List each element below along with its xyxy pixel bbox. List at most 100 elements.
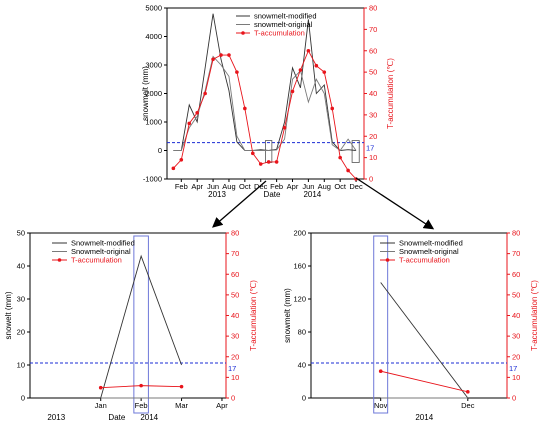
y-tick-label: 2000 bbox=[145, 89, 162, 98]
x-axis-title: Date bbox=[108, 413, 125, 422]
series-point bbox=[235, 70, 239, 74]
threshold-label: 17 bbox=[509, 364, 517, 373]
highlight-box bbox=[265, 140, 273, 163]
y2-tick-label: 40 bbox=[231, 311, 239, 320]
series-point bbox=[282, 125, 287, 130]
y-tick-label: 3000 bbox=[145, 61, 162, 70]
y2-tick-label: 0 bbox=[231, 394, 235, 403]
series-point bbox=[98, 385, 103, 390]
year-label: 2014 bbox=[303, 190, 321, 199]
series-point bbox=[195, 110, 199, 115]
y2-tick-label: 60 bbox=[369, 46, 377, 55]
connector-arrow-left bbox=[212, 180, 267, 228]
series-point bbox=[322, 70, 327, 74]
series-point bbox=[274, 160, 279, 164]
y2-tick-label: 20 bbox=[231, 352, 239, 361]
y2-tick-label: 60 bbox=[512, 270, 520, 279]
series-point bbox=[227, 53, 231, 57]
y-tick-label: 50 bbox=[17, 229, 25, 238]
x-tick-label: Mar bbox=[175, 401, 188, 410]
y-tick-label: 10 bbox=[17, 361, 25, 370]
series-point bbox=[306, 48, 311, 53]
x-tick-label: Feb bbox=[175, 182, 188, 191]
series-point bbox=[219, 53, 223, 57]
legend-label: Snowmelt-original bbox=[399, 247, 459, 256]
x-tick-label: Dec bbox=[349, 182, 363, 191]
threshold-label: 17 bbox=[228, 364, 236, 373]
legend-label: Snowmelt-modified bbox=[71, 239, 135, 248]
y2-tick-label: 70 bbox=[369, 25, 377, 34]
y2-tick-label: 20 bbox=[512, 352, 520, 361]
series-point bbox=[187, 121, 192, 126]
x-tick-label: Dec bbox=[461, 401, 475, 410]
x-tick-label: Aug bbox=[318, 182, 331, 191]
x-tick-label: Nov bbox=[374, 401, 388, 410]
y2-tick-label: 0 bbox=[512, 394, 516, 403]
series-point bbox=[258, 162, 263, 166]
x-tick-label: Jan bbox=[95, 401, 107, 410]
y2-tick-label: 50 bbox=[369, 68, 377, 77]
series-line-2 bbox=[173, 49, 357, 180]
year-label: 2013 bbox=[208, 190, 226, 199]
y-tick-label: 40 bbox=[17, 262, 25, 271]
y-tick-label: 30 bbox=[17, 295, 25, 304]
y2-tick-label: 40 bbox=[369, 89, 377, 98]
x-tick-label: Apr bbox=[191, 182, 203, 191]
y-tick-label: 1000 bbox=[145, 118, 162, 127]
series-point bbox=[314, 63, 319, 68]
series-line-1 bbox=[173, 55, 357, 152]
series-point bbox=[346, 168, 350, 173]
y2-tick-label: 70 bbox=[231, 249, 239, 258]
y-tick-label: -1000 bbox=[143, 175, 162, 184]
threshold-label: 17 bbox=[366, 144, 374, 153]
highlight-box bbox=[351, 140, 360, 163]
connector-arrow-right bbox=[355, 177, 435, 230]
y2-tick-label: 80 bbox=[369, 4, 377, 13]
x-tick-label: Apr bbox=[287, 182, 299, 191]
y-tick-label: 160 bbox=[293, 262, 306, 271]
y2-tick-label: 40 bbox=[512, 311, 520, 320]
zoom-connectors bbox=[212, 177, 435, 230]
y-tick-label: 20 bbox=[17, 328, 25, 337]
legend-label: Snowmelt-original bbox=[71, 247, 131, 256]
y2-tick-label: 30 bbox=[369, 110, 377, 119]
legend-marker bbox=[385, 258, 390, 262]
y2-tick-label: 70 bbox=[512, 249, 520, 258]
year-label: 2013 bbox=[47, 413, 65, 422]
top-chart: -1000 0 1000 2000 3000 4000 5000 0 10 20 30 40 50 60 7… bbox=[141, 4, 395, 200]
year-label: 2014 bbox=[140, 413, 158, 422]
x-tick-label: Apr bbox=[216, 401, 228, 410]
y2-tick-label: 30 bbox=[512, 332, 520, 341]
x-tick-label: Oct bbox=[239, 182, 252, 191]
y2-axis-title: T-accumulation (℃) bbox=[386, 58, 395, 129]
x-tick-label: Dec bbox=[254, 182, 268, 191]
series-point bbox=[330, 106, 335, 111]
year-label: 2014 bbox=[415, 413, 433, 422]
series-line-0 bbox=[100, 254, 182, 399]
x-tick-label: Aug bbox=[222, 182, 235, 191]
legend-marker bbox=[57, 258, 62, 262]
y2-axis-title: T-accumulation (℃) bbox=[530, 280, 539, 351]
y-tick-label: 0 bbox=[21, 394, 25, 403]
series-point bbox=[250, 151, 255, 156]
x-axis-title: Date bbox=[264, 190, 281, 199]
y2-tick-label: 30 bbox=[231, 332, 239, 341]
y-tick-label: 5000 bbox=[145, 4, 162, 13]
y-axis-title: snowmelt (mm) bbox=[283, 288, 292, 343]
y-axis-title: snowmelt (mm) bbox=[141, 66, 150, 121]
series-point bbox=[378, 369, 383, 373]
y2-tick-label: 50 bbox=[512, 290, 520, 299]
y2-tick-label: 80 bbox=[231, 229, 239, 238]
y-tick-label: 0 bbox=[158, 146, 162, 155]
y2-tick-label: 10 bbox=[231, 373, 239, 382]
y-tick-label: 120 bbox=[293, 295, 306, 304]
bottom-left-chart: 0 10 20 30 40 50 0 10 20 30 40 50 60 70 80 Jan Feb Mar Apr… bbox=[4, 229, 258, 423]
y-tick-label: 0 bbox=[302, 394, 306, 403]
legend-label: T-accumulation bbox=[254, 29, 305, 38]
series-point bbox=[179, 384, 184, 389]
series-point bbox=[139, 383, 143, 388]
highlight-box bbox=[373, 235, 389, 414]
series-point bbox=[211, 57, 215, 62]
y-tick-label: 4000 bbox=[145, 32, 162, 41]
